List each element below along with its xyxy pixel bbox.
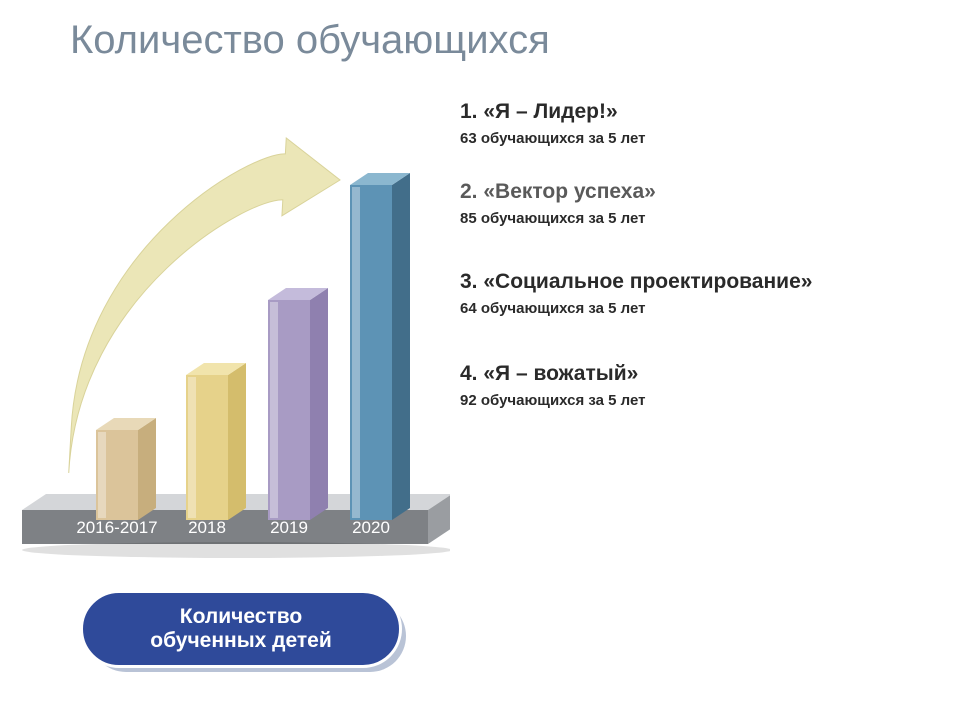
list-item: 1. «Я – Лидер!» 63 обучающихся за 5 лет xyxy=(460,100,646,147)
axis-label: 2020 xyxy=(352,518,390,537)
bar xyxy=(268,288,328,520)
item-name: 1. «Я – Лидер!» xyxy=(460,100,646,124)
axis-label: 2018 xyxy=(188,518,226,537)
bar xyxy=(96,418,156,520)
item-sub: 92 обучающихся за 5 лет xyxy=(460,392,646,409)
item-name: 2. «Вектор успеха» xyxy=(460,180,656,204)
item-name: 3. «Социальное проектирование» xyxy=(460,270,812,294)
item-sub: 63 обучающихся за 5 лет xyxy=(460,130,646,147)
list-item: 4. «Я – вожатый» 92 обучающихся за 5 лет xyxy=(460,362,646,409)
caption-pill: Количество обученных детей xyxy=(80,590,402,668)
list-item: 3. «Социальное проектирование» 64 обучающ… xyxy=(460,270,812,317)
axis-label: 2019 xyxy=(270,518,308,537)
bar xyxy=(350,173,410,520)
list-item: 2. «Вектор успеха» 85 обучающихся за 5 ле… xyxy=(460,180,656,227)
axis-label: 2016-2017 xyxy=(76,518,157,537)
item-name: 4. «Я – вожатый» xyxy=(460,362,646,386)
item-sub: 64 обучающихся за 5 лет xyxy=(460,300,812,317)
page-title: Количество обучающихся xyxy=(70,18,550,63)
bar xyxy=(186,363,246,520)
bar-chart: 2016-2017 2018 2019 2020 xyxy=(10,120,450,560)
item-sub: 85 обучающихся за 5 лет xyxy=(460,210,656,227)
